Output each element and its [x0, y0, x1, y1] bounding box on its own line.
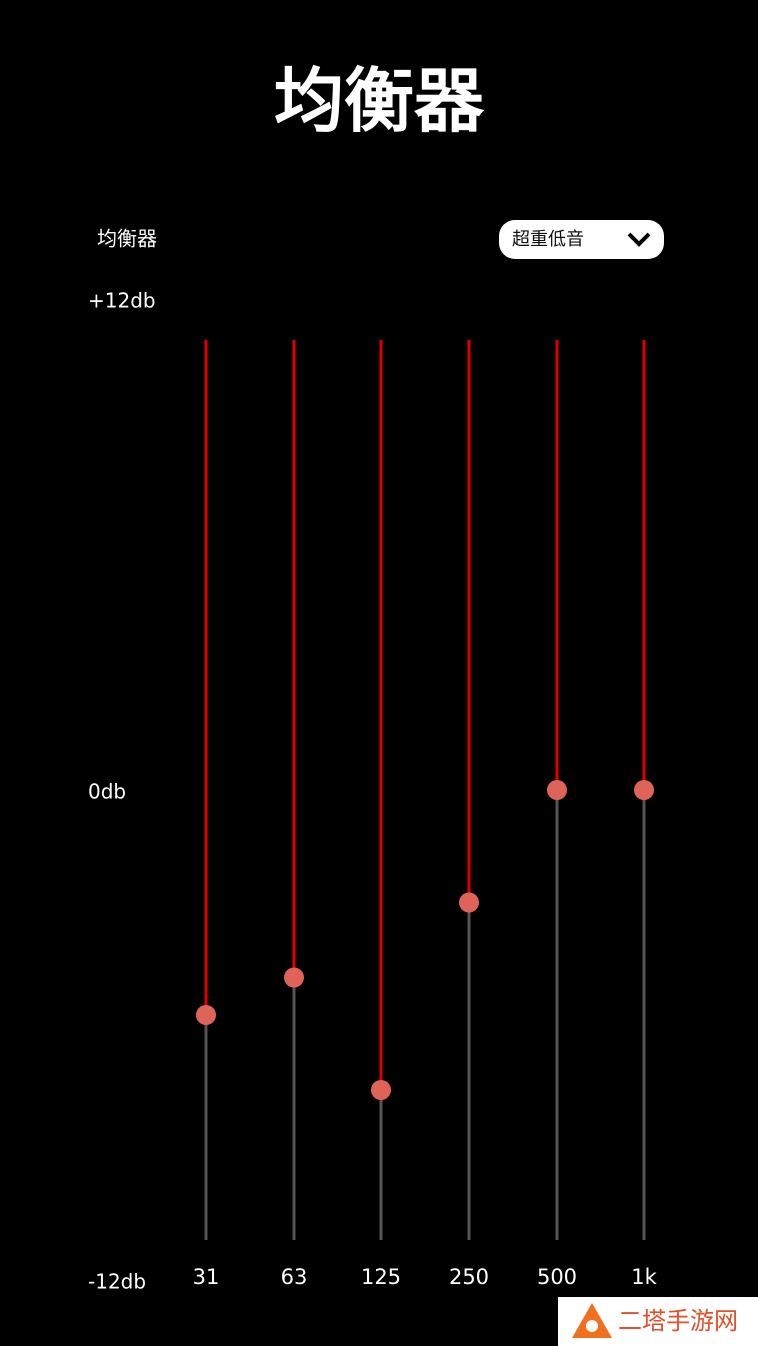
slider-knob[interactable]: [459, 892, 479, 913]
preset-dropdown[interactable]: 超重低音: [499, 220, 664, 259]
dropdown-value[interactable]: 超重低音: [512, 229, 584, 250]
dropdown-chevron[interactable]: [627, 232, 651, 247]
band-label: 1k: [631, 1265, 657, 1289]
band-label: 31: [193, 1265, 220, 1289]
slider-knob[interactable]: [634, 780, 654, 800]
watermark-text: 二塔手游网: [618, 1307, 738, 1335]
slider-knob[interactable]: [547, 780, 567, 800]
section-label: 均衡器: [97, 227, 157, 251]
watermark-logo-dot: [586, 1320, 598, 1332]
scale-label: 0db: [88, 780, 126, 804]
band-label: 125: [361, 1265, 401, 1289]
band-label: 250: [449, 1265, 489, 1289]
dropdown-box[interactable]: [499, 220, 664, 259]
watermark: 二塔手游网: [558, 1297, 758, 1346]
slider-knob[interactable]: [196, 1005, 216, 1025]
scale-label: -12db: [88, 1270, 146, 1294]
slider-knob[interactable]: [371, 1080, 391, 1100]
equalizer: +12db 0db -12db 31 63 125 250 500 1k: [88, 289, 658, 1294]
slider-knob[interactable]: [284, 967, 304, 988]
page-title: 均衡器: [274, 60, 485, 142]
band-label: 63: [281, 1265, 308, 1289]
scale-label: +12db: [88, 289, 156, 313]
band-label: 500: [537, 1265, 577, 1289]
